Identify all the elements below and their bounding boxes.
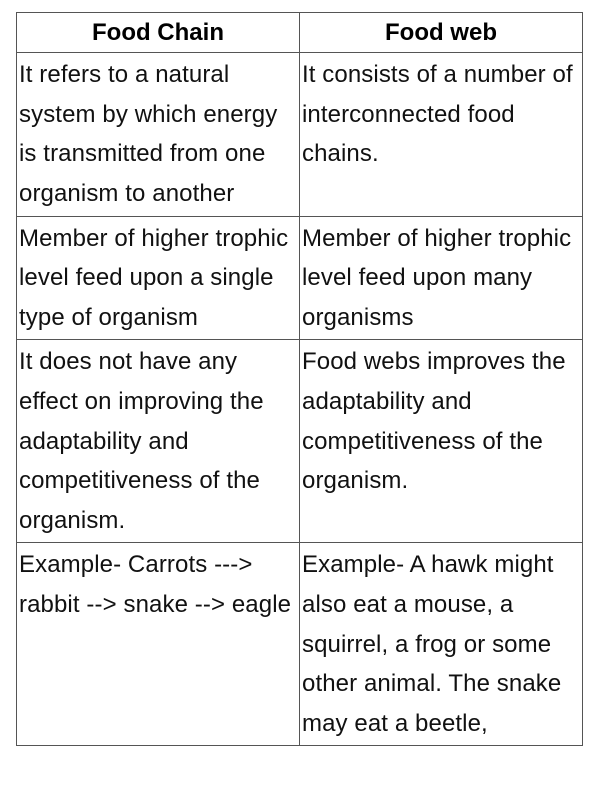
column-header: Food Chain bbox=[17, 13, 300, 53]
table-cell: It refers to a natural system by which e… bbox=[17, 53, 300, 216]
table-cell: Food webs improves the adaptability and … bbox=[300, 340, 583, 543]
table-row: Member of higher trophic level feed upon… bbox=[17, 216, 583, 340]
table-cell: It consists of a number of interconnecte… bbox=[300, 53, 583, 216]
table-container: Food Chain Food web It refers to a natur… bbox=[0, 0, 593, 746]
table-cell: It does not have any effect on improving… bbox=[17, 340, 300, 543]
table-row: It does not have any effect on improving… bbox=[17, 340, 583, 543]
table-cell: Example- A hawk might also eat a mouse, … bbox=[300, 543, 583, 746]
table-cell: Member of higher trophic level feed upon… bbox=[300, 216, 583, 340]
table-row: Example- Carrots ---> rabbit --> snake -… bbox=[17, 543, 583, 746]
table-cell: Member of higher trophic level feed upon… bbox=[17, 216, 300, 340]
comparison-table: Food Chain Food web It refers to a natur… bbox=[16, 12, 583, 746]
table-cell: Example- Carrots ---> rabbit --> snake -… bbox=[17, 543, 300, 746]
table-header-row: Food Chain Food web bbox=[17, 13, 583, 53]
column-header: Food web bbox=[300, 13, 583, 53]
table-row: It refers to a natural system by which e… bbox=[17, 53, 583, 216]
